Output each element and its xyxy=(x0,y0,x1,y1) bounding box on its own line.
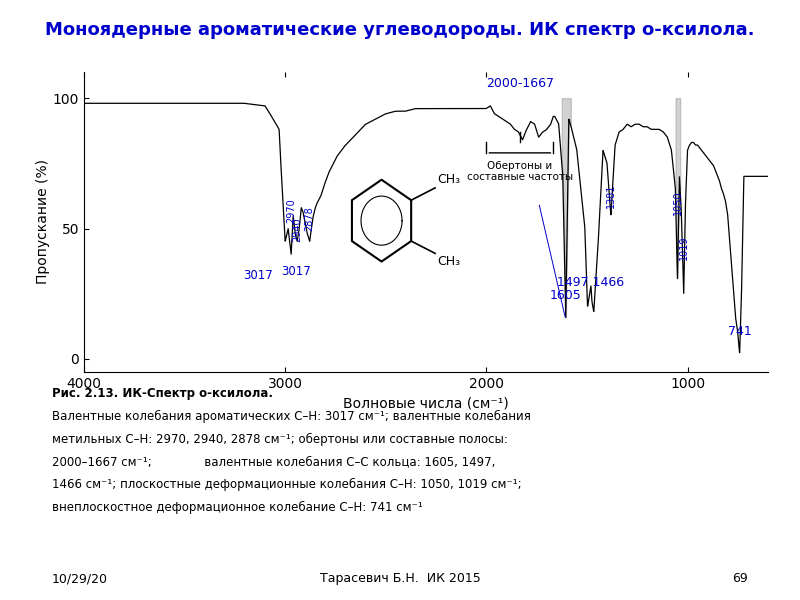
Text: 3017: 3017 xyxy=(243,269,273,282)
Text: внеплоскостное деформационное колебание С–Н: 741 см⁻¹: внеплоскостное деформационное колебание … xyxy=(52,501,422,514)
Text: 3017: 3017 xyxy=(282,265,311,278)
Text: 10/29/20: 10/29/20 xyxy=(52,572,108,585)
Text: 741: 741 xyxy=(728,325,751,338)
Text: Обертоны и
составные частоты: Обертоны и составные частоты xyxy=(467,161,573,182)
Y-axis label: Пропускание (%): Пропускание (%) xyxy=(36,160,50,284)
X-axis label: Волновые числа (см⁻¹): Волновые числа (см⁻¹) xyxy=(343,397,509,410)
Text: 1019: 1019 xyxy=(678,235,689,260)
Text: метильных С–Н: 2970, 2940, 2878 см⁻¹; обертоны или составные полосы:: метильных С–Н: 2970, 2940, 2878 см⁻¹; об… xyxy=(52,433,508,446)
Text: Валентные колебания ароматических С–Н: 3017 см⁻¹; валентные колебания: Валентные колебания ароматических С–Н: 3… xyxy=(52,410,531,423)
Text: 2878: 2878 xyxy=(305,206,314,231)
Text: 69: 69 xyxy=(732,572,748,585)
Text: 1605: 1605 xyxy=(550,289,582,302)
Text: 2970: 2970 xyxy=(286,199,296,223)
Text: 2000–1667 см⁻¹;              валентные колебания С–С кольца: 1605, 1497,: 2000–1667 см⁻¹; валентные колебания С–С … xyxy=(52,455,495,469)
Text: 1497 1466: 1497 1466 xyxy=(558,275,625,289)
Text: 1050: 1050 xyxy=(673,191,682,215)
Text: Рис. 2.13. ИК-Спектр о-ксилола.: Рис. 2.13. ИК-Спектр о-ксилола. xyxy=(52,387,273,400)
Text: 2940: 2940 xyxy=(292,217,302,242)
Text: Тарасевич Б.Н.  ИК 2015: Тарасевич Б.Н. ИК 2015 xyxy=(320,572,480,585)
Text: 1466 см⁻¹; плоскостные деформационные колебания С–Н: 1050, 1019 см⁻¹;: 1466 см⁻¹; плоскостные деформационные ко… xyxy=(52,478,522,491)
Text: 1381: 1381 xyxy=(606,183,616,208)
Text: 2000-1667: 2000-1667 xyxy=(486,77,554,90)
Text: Моноядерные ароматические углеводороды. ИК спектр о-ксилола.: Моноядерные ароматические углеводороды. … xyxy=(46,21,754,39)
